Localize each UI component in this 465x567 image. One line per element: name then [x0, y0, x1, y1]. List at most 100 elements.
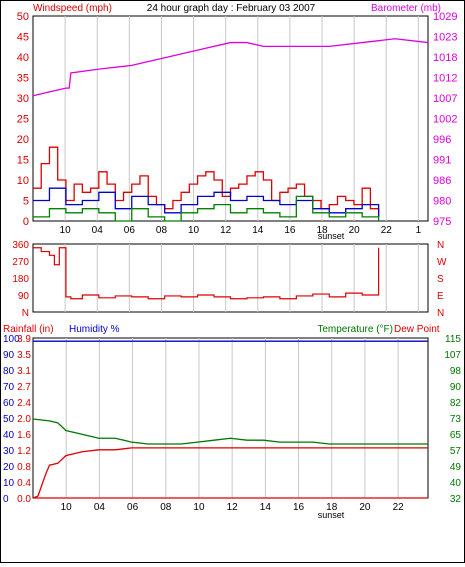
- temperature-ytick-label: 107: [444, 350, 461, 361]
- humidity-ytick-label: 0: [3, 494, 9, 505]
- barometer-ytick-label: 1029: [433, 11, 457, 23]
- windspeed-ytick-label: 15: [17, 155, 29, 167]
- windspeed-ytick-label: 0: [23, 216, 29, 228]
- temperature-ytick-label: 40: [450, 478, 462, 489]
- windspeed-ytick-label: 25: [17, 114, 29, 126]
- rain-xtick-label: 12: [227, 502, 239, 513]
- rainfall-axis-title: Rainfall (in): [3, 324, 54, 335]
- humidity-axis-title: Humidity %: [69, 324, 120, 335]
- direction-ytick-label: 270: [12, 257, 29, 268]
- direction-ytick-label: 360: [12, 240, 29, 251]
- series-average: [33, 187, 380, 217]
- panel-rain-humidity-temp: Rainfall (in) Humidity % Temperature (°F…: [3, 324, 461, 520]
- temperature-ytick-label: 115: [445, 334, 461, 345]
- humidity-ytick-label: 90: [3, 350, 15, 361]
- wind-xtick-label: 10: [188, 225, 200, 236]
- wind-xtick-label: 14: [252, 225, 264, 236]
- humidity-ytick-label: 50: [3, 414, 15, 425]
- windspeed-ytick-label: 40: [17, 52, 29, 64]
- wind-yaxis-left: 0 5 10 15 20 25 30 35 40 45 50: [17, 11, 29, 228]
- barometer-ytick-label: 1023: [433, 32, 457, 44]
- rain-xaxis: 10 04 06 08 10 12 14 16 18 20 22: [61, 502, 404, 513]
- barometer-ytick-label: 1018: [433, 52, 457, 64]
- rainfall-ytick-label: 1.6: [17, 430, 31, 441]
- rainfall-ytick-label: 2.7: [17, 382, 31, 393]
- rainfall-ytick-label: 1.2: [17, 446, 31, 457]
- rain-xtick-label: 18: [326, 502, 338, 513]
- rain-plot-area: [32, 337, 429, 499]
- windspeed-ytick-label: 10: [17, 175, 29, 187]
- windspeed-ytick-label: 20: [17, 134, 29, 146]
- series-temperature-f: [32, 418, 428, 445]
- sunset-label: sunset: [318, 231, 345, 241]
- rain-xtick-label: 14: [260, 502, 272, 513]
- wind-xtick-label: 16: [284, 225, 296, 236]
- graph-title: 24 hour graph day : February 03 2007: [147, 3, 316, 14]
- compass-ytick-label: W: [437, 257, 447, 268]
- barometer-ytick-label: 980: [433, 196, 451, 208]
- direction-ytick-label: 90: [18, 291, 30, 302]
- wind-plot-area: [32, 15, 429, 222]
- compass-ytick-label: E: [437, 291, 444, 302]
- series-dew-point: [32, 447, 428, 499]
- wind-xtick-label: 1: [416, 225, 422, 236]
- temperature-yaxis: 32 40 49 57 65 73 82 90 98 107 115: [444, 334, 461, 505]
- compass-ytick-label: N: [437, 240, 444, 251]
- wind-xtick-label: 04: [92, 225, 104, 236]
- rain-xtick-label: 16: [293, 502, 305, 513]
- rainfall-ytick-label: 0.0: [17, 494, 31, 505]
- humidity-ytick-label: 100: [3, 334, 20, 345]
- wind-xaxis: 10 04 06 08 10 12 14 16 18 20 22 1: [60, 225, 422, 236]
- temperature-ytick-label: 65: [450, 430, 462, 441]
- humidity-ytick-label: 80: [3, 366, 15, 377]
- rainfall-ytick-label: 0.8: [17, 462, 31, 473]
- windspeed-ytick-label: 35: [17, 73, 29, 85]
- humidity-ytick-label: 40: [3, 430, 15, 441]
- humidity-ytick-label: 60: [3, 398, 15, 409]
- panel-wind-barometer: Windspeed (mph) 24 hour graph day : Febr…: [17, 3, 458, 241]
- rain-series: [32, 340, 428, 499]
- compass-ytick-label: N: [437, 308, 444, 319]
- rainfall-ytick-label: 3.1: [17, 366, 31, 377]
- series-direction: [33, 247, 380, 300]
- wind-xtick-label: 06: [124, 225, 136, 236]
- rain-xtick-label: 10: [193, 502, 205, 513]
- compass-ytick-label: S: [437, 274, 444, 285]
- rainfall-yaxis: 0.0 0.4 0.8 1.2 1.6 2.0 2.4 2.7 3.1 3.5 3.9: [17, 334, 31, 505]
- barometer-ytick-label: 1007: [433, 93, 457, 105]
- direction-series: [33, 247, 380, 300]
- barometer-yaxis-right: 975 980 986 991 996 1002 1007 1012 1018 1023 1029: [433, 11, 457, 228]
- series-windspeed: [33, 146, 380, 217]
- wind-xtick-label: 08: [156, 225, 168, 236]
- humidity-yaxis: 0 10 20 30 40 50 60 70 80 90 100: [3, 334, 20, 505]
- wind-xtick-label: 22: [381, 225, 393, 236]
- sunset-label-bottom: sunset: [318, 510, 345, 520]
- rainfall-ytick-label: 3.9: [17, 334, 31, 345]
- barometer-ytick-label: 986: [433, 175, 451, 187]
- direction-ytick-label: 180: [12, 274, 29, 285]
- series-low: [33, 195, 380, 222]
- humidity-ytick-label: 20: [3, 462, 15, 473]
- barometer-ytick-label: 991: [433, 155, 451, 167]
- temperature-axis-title: Temperature (°F): [317, 324, 393, 335]
- rain-xtick-label: 06: [127, 502, 139, 513]
- wind-xtick-label: 20: [349, 225, 361, 236]
- rainfall-ytick-label: 2.0: [17, 414, 31, 425]
- rainfall-ytick-label: 2.4: [17, 398, 31, 409]
- rainfall-ytick-label: 0.4: [17, 478, 31, 489]
- direction-yaxis-left: N 90 180 270 360: [12, 240, 29, 319]
- barometer-ytick-label: 1012: [433, 73, 457, 85]
- wind-xtick-label: 12: [220, 225, 232, 236]
- temperature-ytick-label: 73: [450, 414, 462, 425]
- humidity-ytick-label: 70: [3, 382, 15, 393]
- wind-xtick-label: 10: [60, 225, 72, 236]
- temperature-ytick-label: 32: [450, 494, 462, 505]
- temperature-ytick-label: 57: [450, 446, 462, 457]
- temperature-ytick-label: 90: [450, 382, 462, 393]
- humidity-ytick-label: 30: [3, 446, 15, 457]
- wind-grid: [64, 16, 419, 221]
- rain-xtick-label: 10: [61, 502, 73, 513]
